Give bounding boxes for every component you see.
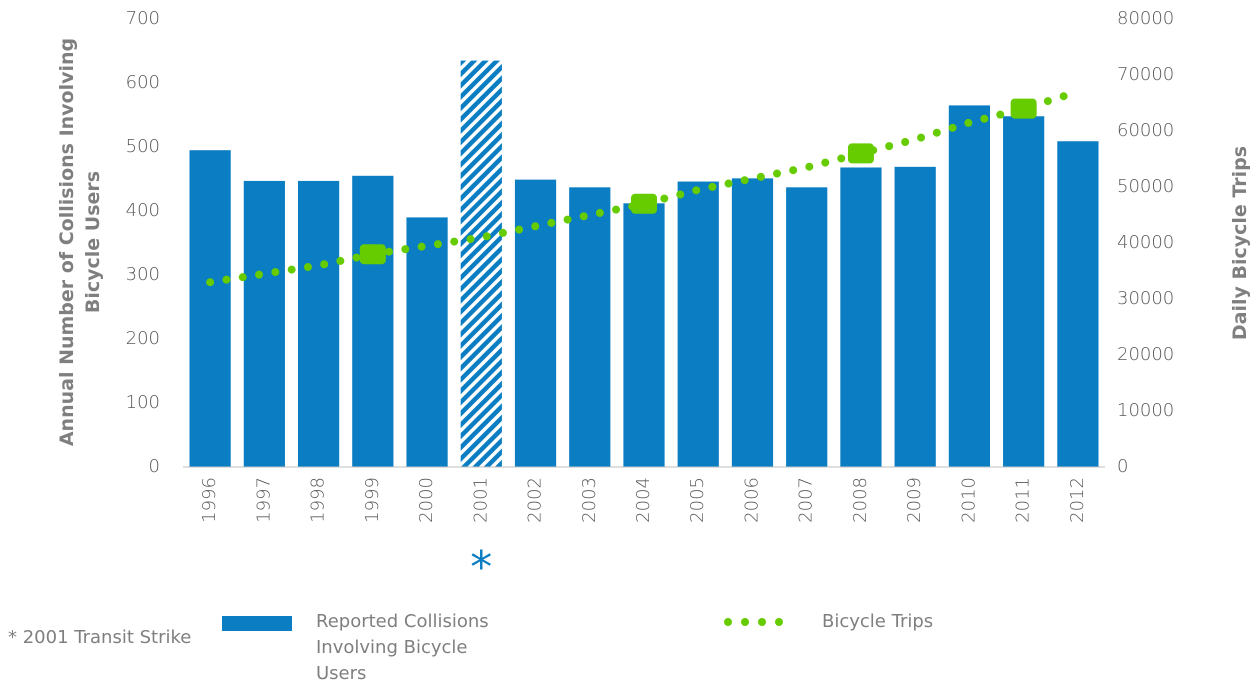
x-tick-label: 1997 <box>253 477 274 523</box>
x-tick-label: 2001 <box>470 477 491 523</box>
y2-axis-title: Daily Bicycle Trips <box>1229 145 1251 341</box>
y-tick-label: 100 <box>126 392 160 413</box>
bar <box>894 166 936 467</box>
bar <box>677 181 719 467</box>
legend-swatch-line <box>724 618 796 626</box>
x-tick-label: 2011 <box>1013 477 1034 523</box>
page: {"chart_data": {"type": "bar_line", "cat… <box>8 8 1251 684</box>
x-tick-label: 2008 <box>850 477 871 523</box>
y2-tick-label: 50000 <box>1117 176 1174 197</box>
y-tick-label: 0 <box>149 456 160 477</box>
marker <box>1010 98 1037 119</box>
x-tick-label: 1998 <box>308 477 329 523</box>
bar <box>1057 141 1099 468</box>
y-tick-label: 500 <box>126 136 160 157</box>
legend-label: Bicycle Trips <box>822 611 934 632</box>
legend-label: Reported Collisions Involving Bicycle Us… <box>316 611 489 684</box>
marker <box>631 193 657 214</box>
bar <box>243 180 285 468</box>
bar <box>786 187 828 467</box>
y-tick-label: 300 <box>126 264 160 285</box>
x-tick-label: 1999 <box>362 477 383 523</box>
trips-line <box>206 87 1082 287</box>
bar <box>731 178 774 468</box>
y2-tick-label: 70000 <box>1117 64 1174 85</box>
x-tick-label: 2000 <box>416 477 437 523</box>
footnote: * 2001 Transit Strike <box>8 627 192 648</box>
x-tick-label: 2012 <box>1067 477 1088 523</box>
x-tick-label: 2004 <box>633 477 654 523</box>
y2-tick-label: 10000 <box>1117 400 1174 421</box>
y2-tick-label: 20000 <box>1117 344 1174 365</box>
y2-tick-label: 60000 <box>1117 120 1174 141</box>
x-tick-label: 2003 <box>579 477 600 523</box>
bar <box>623 203 665 467</box>
x-tick-label: 2010 <box>958 477 979 523</box>
y-axis-title: Annual Number of Collisions Involving Bi… <box>56 37 104 447</box>
bar <box>1003 116 1045 467</box>
bar <box>460 60 502 467</box>
x-tick-label: 2006 <box>741 477 762 523</box>
y2-tick-label: 0 <box>1117 456 1128 477</box>
bar <box>406 217 448 467</box>
bar <box>297 180 340 468</box>
y-tick-label: 400 <box>126 200 160 221</box>
y2-tick-label: 40000 <box>1117 232 1174 253</box>
x-tick-label: 2002 <box>525 477 546 523</box>
bar <box>189 150 231 467</box>
marker <box>359 244 386 265</box>
chart: 0 100 200 300 400 500 600 700 0 10000 20000 30000 40… <box>126 8 1175 593</box>
bar <box>569 187 611 467</box>
x-tick-label: 2005 <box>687 477 708 523</box>
x-tick-label: 1996 <box>199 477 220 523</box>
y-tick-label: 600 <box>126 72 160 93</box>
y2-tick-label: 80000 <box>1117 8 1174 29</box>
bar <box>352 175 394 468</box>
y-tick-label: 200 <box>126 328 160 349</box>
x-tick-label: 2007 <box>796 477 817 523</box>
legend-swatch-bar <box>222 616 292 631</box>
bar <box>840 167 882 468</box>
y2-tick-label: 30000 <box>1117 288 1174 309</box>
bar <box>948 105 991 468</box>
x-tick-label: 2009 <box>904 477 925 523</box>
annotation-marker: * <box>470 542 492 593</box>
y-tick-label: 700 <box>126 8 160 29</box>
marker <box>847 143 874 164</box>
